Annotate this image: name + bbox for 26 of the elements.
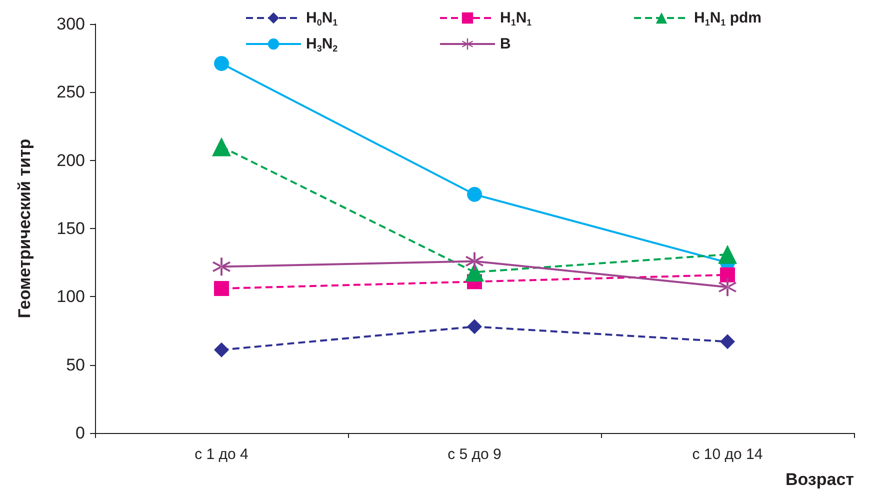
point	[467, 186, 482, 202]
y-tick-label: 200	[56, 150, 85, 170]
y-tick-label: 50	[66, 355, 85, 374]
point	[720, 267, 735, 282]
x-axis-title: Возраст	[785, 470, 854, 489]
point	[467, 319, 482, 334]
y-axis-title: Геометрический титр	[15, 138, 34, 318]
point	[214, 342, 229, 358]
legend-label: B	[500, 36, 511, 52]
point	[212, 137, 231, 156]
x-tick-label: с 1 до 4	[194, 446, 248, 463]
y-tick-label: 150	[56, 219, 85, 238]
point	[466, 252, 484, 270]
y-tick-label: 100	[56, 287, 85, 306]
point	[720, 334, 735, 350]
point	[718, 278, 736, 296]
point	[214, 56, 229, 72]
x-tick-label: с 5 до 9	[448, 446, 502, 463]
point	[212, 258, 230, 276]
point	[718, 244, 737, 264]
y-tick-label: 250	[56, 82, 85, 102]
y-tick-label: 0	[76, 424, 85, 442]
x-tick-label: с 10 до 14	[692, 446, 763, 463]
y-tick-label: 300	[56, 14, 85, 34]
point	[465, 262, 484, 282]
point	[214, 280, 229, 296]
